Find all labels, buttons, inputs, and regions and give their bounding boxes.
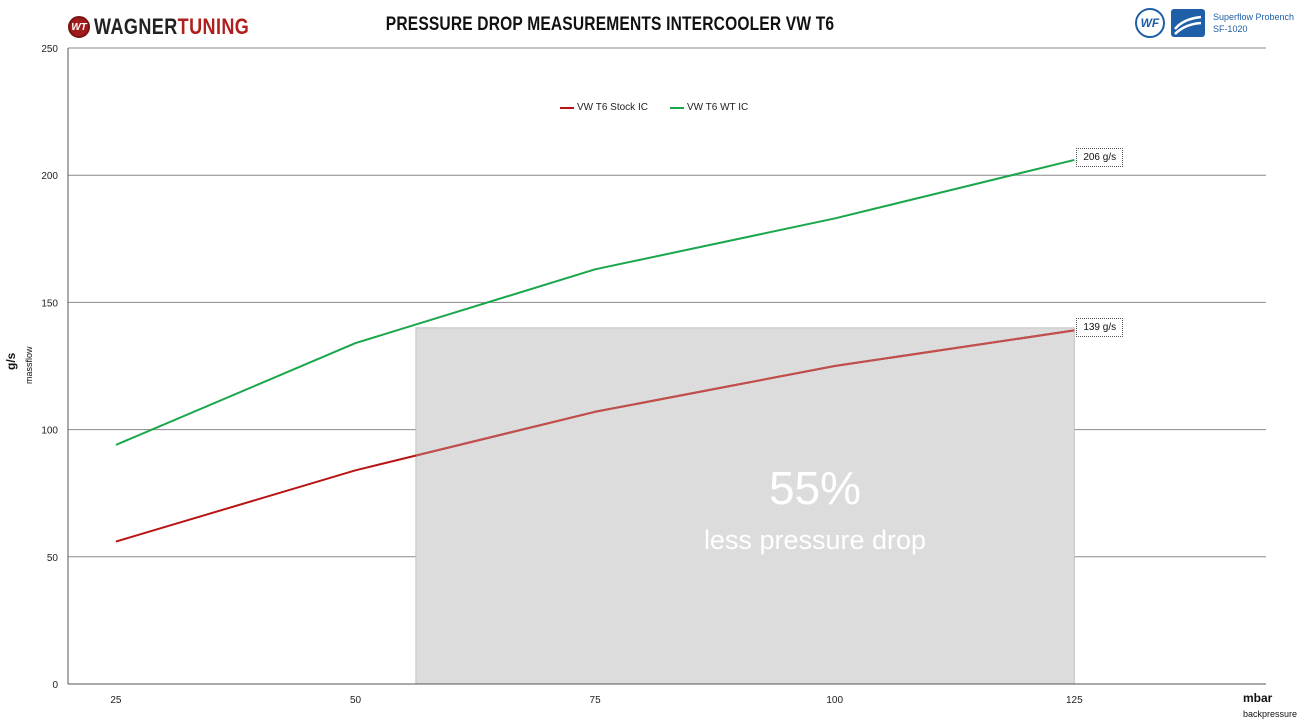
x-tick-label: 50 [350,695,362,706]
bench-name: Superflow Probench [1212,12,1294,22]
shaded-region [415,327,1075,685]
wagner-tuning-logo: WT WAGNERTUNING [68,14,283,40]
y-axis-label: g/s [4,352,18,370]
logo-wordmark: WAGNERTUNING [94,14,249,40]
bench-model: SF-1020 [1212,24,1248,34]
wf-logo-icon: WF [1134,8,1165,38]
x-tick-label: 125 [1066,695,1083,706]
y-tick-label: 50 [47,553,59,564]
x-tick-label: 75 [590,695,602,706]
x-tick-label: 25 [110,695,122,706]
y-tick-label: 150 [41,298,58,309]
series-line-wt [115,158,1075,446]
x-tick-label: 100 [826,695,843,706]
legend-swatch-stock [560,106,574,109]
x-axis-label: mbar [1243,691,1273,705]
bench-info: Superflow Probench SF-1020 [1213,11,1294,35]
series-line-stock-highlighted [415,329,1075,457]
y-tick-label: 200 [41,171,58,182]
overlay-caption: less pressure drop [703,525,927,555]
y-axis-sublabel: massflow [24,346,34,384]
wt-logo-icon: WT [68,16,90,38]
callout-stock-value: 139 g/s [1076,318,1124,338]
chart-title: PRESSURE DROP MEASUREMENTS INTERCOOLER V… [385,14,835,35]
bench-branding: WF Superflow Probench SF-1020 [1134,8,1294,38]
superflow-logo-icon [1170,9,1205,37]
callout-wt-value: 206 g/s [1076,147,1124,167]
logo-text-tuning: TUNING [177,14,250,39]
axes [67,48,1266,685]
y-tick-label: 250 [41,44,58,55]
x-axis-sublabel: backpressure [1243,709,1298,719]
y-tick-label: 0 [52,680,58,691]
legend-label-wt: VW T6 WT IC [686,102,749,113]
shaded-highlight-box [415,327,1075,685]
legend-swatch-wt [669,106,684,109]
tick-labels: 0 50 100 150 200 250 25 50 75 100 125 [41,44,1083,706]
series-lines [115,158,1075,543]
logo-text-wagner: WAGNER [94,14,178,39]
overlay-percent: 55% [768,462,862,514]
legend-item-wt: VW T6 WT IC [669,102,749,113]
y-tick-label: 100 [41,426,58,437]
legend-label-stock: VW T6 Stock IC [577,102,648,113]
legend-item-stock: VW T6 Stock IC [560,102,648,113]
legend: VW T6 Stock IC VW T6 WT IC [560,102,748,113]
y-axis-title: g/s massflow [0,340,40,390]
